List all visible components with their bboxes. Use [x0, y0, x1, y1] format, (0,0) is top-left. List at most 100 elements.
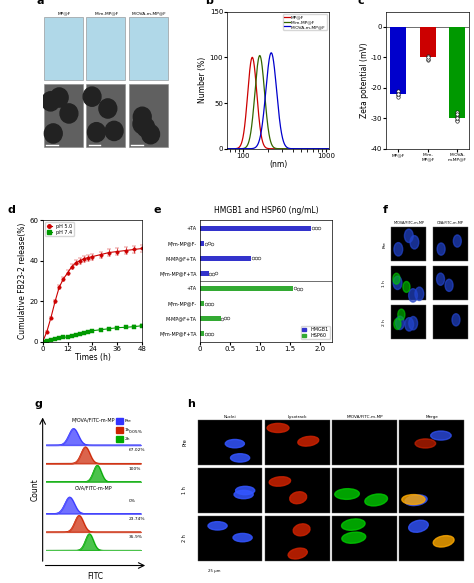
Ellipse shape — [269, 477, 291, 486]
Text: Lysotrack: Lysotrack — [288, 415, 307, 419]
FancyBboxPatch shape — [400, 516, 464, 561]
Point — [202, 299, 210, 308]
FancyBboxPatch shape — [391, 227, 426, 261]
Circle shape — [105, 121, 123, 141]
Circle shape — [410, 236, 419, 249]
Bar — [200, 286, 293, 292]
Circle shape — [396, 316, 404, 329]
Point — [222, 314, 229, 323]
Point — [454, 107, 461, 117]
Ellipse shape — [415, 439, 436, 448]
Y-axis label: Cumulative FB23-2 release(%): Cumulative FB23-2 release(%) — [18, 223, 27, 339]
Text: 25 μm: 25 μm — [208, 568, 221, 573]
Text: Merge: Merge — [425, 415, 438, 419]
Point — [207, 269, 214, 279]
Circle shape — [445, 279, 453, 292]
Text: 1h: 1h — [125, 428, 130, 432]
Point — [205, 300, 213, 309]
Ellipse shape — [288, 548, 307, 559]
Point — [454, 115, 461, 125]
Text: FITC: FITC — [87, 571, 103, 581]
FancyBboxPatch shape — [391, 305, 426, 339]
Text: OVA/FITC-m-MP: OVA/FITC-m-MP — [74, 486, 112, 491]
FancyBboxPatch shape — [433, 227, 468, 261]
Ellipse shape — [342, 532, 366, 543]
Point — [424, 52, 432, 62]
FancyBboxPatch shape — [44, 85, 82, 147]
Circle shape — [405, 318, 414, 331]
FancyBboxPatch shape — [332, 516, 397, 561]
Text: c: c — [357, 0, 364, 6]
Ellipse shape — [230, 454, 250, 462]
Bar — [200, 315, 220, 321]
Circle shape — [415, 287, 424, 300]
Ellipse shape — [405, 495, 427, 505]
Text: 2h: 2h — [125, 437, 130, 441]
Point — [424, 54, 432, 64]
Text: M/OVA-m-MP@F: M/OVA-m-MP@F — [131, 12, 166, 16]
Text: b: b — [205, 0, 213, 6]
Text: 1 h: 1 h — [383, 280, 386, 287]
Ellipse shape — [433, 536, 454, 547]
Text: OVA/FITC-m-MP: OVA/FITC-m-MP — [437, 222, 464, 225]
FancyBboxPatch shape — [400, 468, 464, 513]
Text: d: d — [8, 205, 16, 215]
Point — [252, 254, 259, 263]
Bar — [117, 427, 123, 433]
FancyBboxPatch shape — [400, 420, 464, 465]
Text: f: f — [383, 205, 388, 215]
Text: M/OVA/FITC-m-MP: M/OVA/FITC-m-MP — [72, 417, 115, 422]
Bar — [200, 271, 209, 276]
Circle shape — [50, 88, 68, 107]
Text: M/OVA/FITC-m-MP: M/OVA/FITC-m-MP — [393, 222, 424, 225]
Point — [312, 223, 320, 233]
Ellipse shape — [402, 494, 425, 504]
Circle shape — [452, 314, 460, 326]
Legend: pH 5.0, pH 7.4: pH 5.0, pH 7.4 — [45, 223, 74, 236]
Bar — [390, 27, 406, 94]
Bar — [200, 241, 204, 246]
Point — [202, 240, 210, 249]
Text: Nuclei: Nuclei — [224, 415, 237, 419]
Text: g: g — [34, 399, 42, 409]
FancyBboxPatch shape — [433, 305, 468, 339]
Text: M/OVA/FITC-m-MP: M/OVA/FITC-m-MP — [346, 415, 383, 419]
Circle shape — [404, 229, 413, 243]
Circle shape — [142, 125, 160, 144]
Text: HMGB1 and HSP60 (ng/mL): HMGB1 and HSP60 (ng/mL) — [214, 206, 318, 215]
Circle shape — [137, 118, 155, 137]
Point — [315, 224, 323, 233]
Point — [394, 92, 402, 101]
Point — [210, 269, 217, 279]
Text: 2 h: 2 h — [383, 319, 386, 326]
Point — [225, 314, 232, 323]
FancyBboxPatch shape — [198, 420, 263, 465]
FancyBboxPatch shape — [265, 468, 329, 513]
Circle shape — [437, 273, 445, 285]
Ellipse shape — [409, 520, 428, 532]
Y-axis label: Number (%): Number (%) — [198, 57, 207, 103]
Circle shape — [393, 276, 402, 290]
Point — [202, 329, 210, 339]
FancyBboxPatch shape — [44, 17, 82, 80]
Text: 25 μm: 25 μm — [392, 342, 405, 346]
Circle shape — [393, 273, 400, 284]
Text: Pre: Pre — [182, 438, 187, 447]
Ellipse shape — [342, 519, 365, 531]
FancyBboxPatch shape — [265, 420, 329, 465]
Text: Pre: Pre — [383, 241, 386, 248]
Point — [454, 114, 461, 123]
Point — [255, 253, 263, 262]
Text: 1 h: 1 h — [182, 487, 187, 494]
FancyBboxPatch shape — [391, 266, 426, 300]
FancyBboxPatch shape — [265, 516, 329, 561]
Point — [291, 283, 299, 293]
Text: Count: Count — [31, 478, 40, 501]
Circle shape — [394, 243, 403, 256]
Circle shape — [453, 235, 461, 247]
Circle shape — [398, 309, 405, 320]
Bar — [420, 27, 436, 57]
Ellipse shape — [267, 423, 289, 433]
Bar — [117, 436, 123, 442]
Point — [424, 51, 432, 61]
